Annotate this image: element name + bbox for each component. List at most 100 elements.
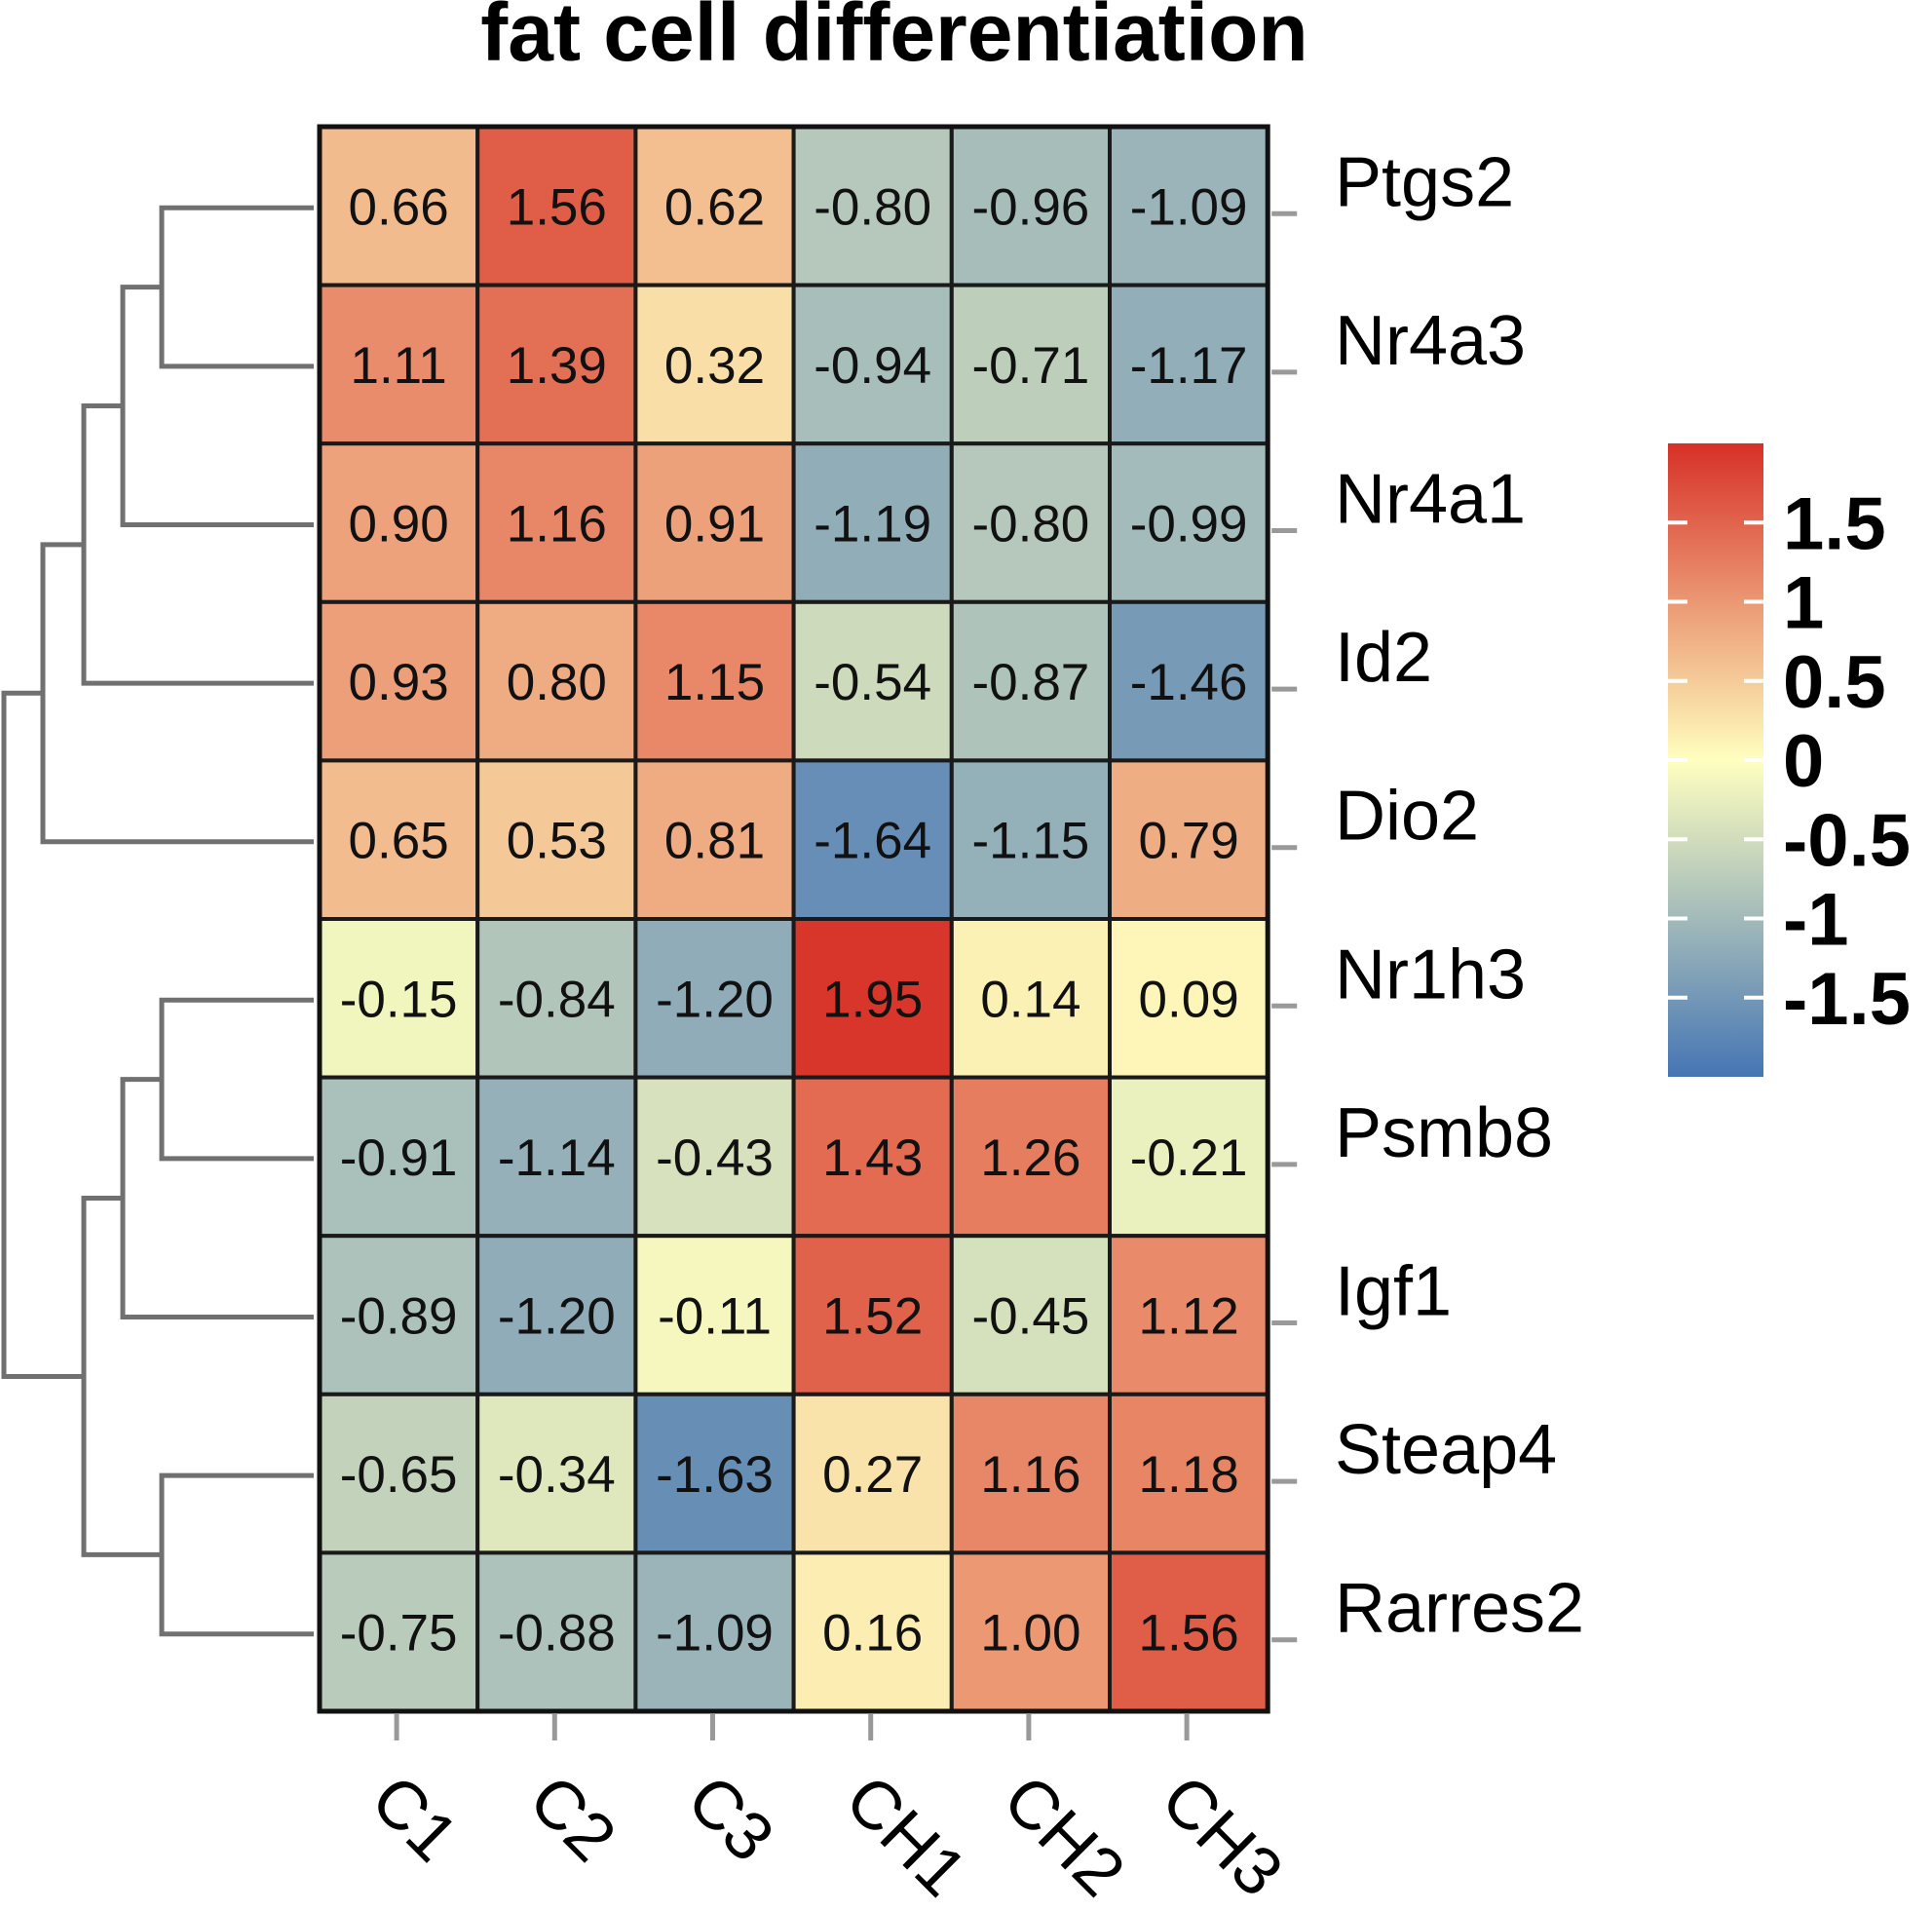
column-label-CH1: CH1 [831, 1760, 981, 1910]
cell-value-label: -1.09 [1130, 178, 1248, 236]
cell-value-label: -1.17 [1130, 337, 1248, 395]
cell-value-label: -1.46 [1130, 654, 1248, 711]
cell-value-label: -0.91 [340, 1129, 458, 1187]
cell-value-label: 0.93 [349, 654, 449, 711]
cell-value-label: -1.64 [814, 813, 931, 870]
column-labels: C1 C2 C3 CH1 CH2 CH3 [357, 1714, 1298, 1911]
cell-value-label: -0.89 [340, 1288, 458, 1346]
heatmap-cell-Steap4-C2 [475, 1392, 638, 1555]
row-label-Dio2: Dio2 [1335, 778, 1479, 856]
cell-value-label: -1.63 [656, 1446, 774, 1504]
legend-tick-label: -0.5 [1783, 799, 1911, 882]
heatmap-cell-Ptgs2-C3 [633, 125, 796, 287]
cell-value-label: -1.20 [656, 971, 774, 1028]
cell-value-label: -0.43 [656, 1129, 774, 1187]
cell-value-label: 1.16 [507, 496, 607, 554]
heatmap-cell-Nr4a3-C3 [633, 283, 796, 446]
heatmap-cell-Dio2-CH2 [949, 758, 1112, 922]
heatmap-cell-Nr4a1-C3 [633, 441, 796, 604]
color-legend: 1.510.50-0.5-1-1.5 [1668, 443, 1911, 1077]
heatmap-cell-Nr4a1-C2 [475, 441, 638, 604]
legend-tick-label: 0.5 [1783, 641, 1886, 724]
dendrogram-branch [120, 285, 314, 527]
cell-value-label: -1.20 [498, 1288, 616, 1346]
cell-value-label: -0.87 [971, 654, 1089, 711]
heatmap-cell-Psmb8-C3 [633, 1075, 796, 1239]
cell-value-label: -1.19 [814, 496, 931, 554]
row-label-Nr4a1: Nr4a1 [1335, 461, 1526, 539]
cell-value-label: 0.62 [664, 178, 765, 236]
heatmap-cell-Psmb8-C2 [475, 1075, 638, 1239]
heatmap-cell-Igf1-CH3 [1108, 1234, 1270, 1396]
dendrogram-branch [1, 690, 84, 1379]
heatmap-cell-Id2-C3 [633, 599, 796, 763]
cell-value-label: 1.95 [822, 971, 923, 1028]
row-label-Psmb8: Psmb8 [1335, 1094, 1553, 1172]
cell-value-label: 1.56 [507, 178, 607, 236]
cell-value-label: 1.18 [1139, 1446, 1239, 1504]
cell-value-label: -0.84 [498, 971, 616, 1028]
cell-value-label: 0.81 [664, 813, 765, 870]
cell-value-label: 0.91 [664, 496, 765, 554]
heatmap-cell-Dio2-C2 [475, 758, 638, 922]
cell-value-label: 0.65 [349, 813, 449, 870]
heatmap-cell-Dio2-C1 [318, 758, 480, 922]
heatmap-cell-Ptgs2-C1 [318, 125, 480, 287]
cell-value-label: -0.21 [1130, 1129, 1248, 1187]
cell-value-label: -0.54 [814, 654, 931, 711]
heatmap-cell-Dio2-CH3 [1108, 758, 1270, 922]
cell-value-label: 0.27 [822, 1446, 923, 1504]
heatmap-cell-Nr1h3-C1 [318, 917, 480, 1080]
cell-value-label: 0.09 [1139, 971, 1239, 1028]
cell-value-label: -0.75 [340, 1605, 458, 1663]
heatmap-cell-Steap4-C3 [633, 1392, 796, 1555]
cell-value-label: -0.71 [971, 337, 1089, 395]
heatmap-cell-Igf1-C3 [633, 1234, 796, 1396]
cell-value-label: 0.32 [664, 337, 765, 395]
heatmap-cell-Psmb8-CH2 [949, 1075, 1112, 1239]
chart-title: fat cell differentiation [480, 0, 1307, 78]
cell-value-label: -0.80 [971, 496, 1089, 554]
heatmap-cell-Rarres2-CH2 [949, 1550, 1112, 1714]
cell-value-label: -1.09 [656, 1605, 774, 1663]
cell-value-label: 1.26 [980, 1129, 1080, 1187]
cell-value-label: 1.39 [507, 337, 607, 395]
cell-value-label: -0.88 [498, 1605, 616, 1663]
dendrogram-branch [159, 1472, 314, 1637]
cell-value-label: 1.11 [350, 337, 446, 395]
column-label-C2: C2 [515, 1760, 630, 1875]
cell-value-label: -0.11 [658, 1288, 772, 1346]
dendrogram-branch [159, 997, 314, 1162]
row-label-Nr4a3: Nr4a3 [1335, 302, 1526, 380]
heatmap-cell-Id2-CH1 [791, 599, 954, 763]
heatmap-cell-Igf1-C2 [475, 1234, 638, 1396]
row-label-Steap4: Steap4 [1335, 1411, 1557, 1489]
legend-tick-label: -1.5 [1783, 958, 1911, 1041]
cell-value-label: 0.80 [507, 654, 607, 711]
cell-value-label: 1.52 [822, 1288, 923, 1346]
legend-tick-label: 1 [1783, 562, 1824, 645]
heatmap-cell-Nr4a1-CH1 [791, 441, 954, 604]
legend-tick-label: -1 [1783, 879, 1849, 962]
cell-value-label: 1.43 [822, 1129, 923, 1187]
heatmap-cell-Igf1-CH2 [949, 1234, 1112, 1396]
column-label-CH2: CH2 [989, 1760, 1139, 1910]
cell-value-label: 0.66 [349, 178, 449, 236]
cell-value-label: -0.15 [340, 971, 458, 1028]
column-label-C3: C3 [673, 1760, 788, 1875]
cell-value-label: -0.80 [814, 178, 931, 236]
cell-value-label: 1.00 [980, 1605, 1080, 1663]
heatmap-cell-Rarres2-CH3 [1108, 1550, 1270, 1714]
column-label-CH3: CH3 [1147, 1760, 1297, 1910]
dendrogram-branch [159, 205, 314, 369]
dendrogram-branch [81, 403, 314, 686]
cell-value-label: 1.15 [664, 654, 765, 711]
cell-value-label: 0.53 [507, 813, 607, 870]
dendrogram-branch [120, 1077, 314, 1319]
column-label-C1: C1 [357, 1760, 472, 1875]
cell-value-label: 1.16 [980, 1446, 1080, 1504]
legend-tick-label: 0 [1783, 720, 1824, 803]
cell-value-label: 0.14 [980, 971, 1080, 1028]
cell-value-label: -0.96 [971, 178, 1089, 236]
